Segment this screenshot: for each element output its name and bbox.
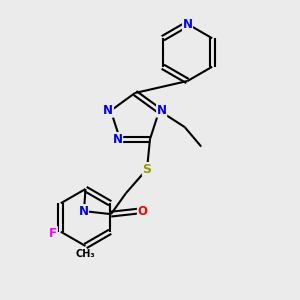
Text: N: N xyxy=(182,17,193,31)
Text: N: N xyxy=(157,104,167,117)
Text: N: N xyxy=(112,133,123,146)
Text: N: N xyxy=(78,205,88,218)
Text: F: F xyxy=(49,227,57,240)
Text: CH₃: CH₃ xyxy=(76,249,95,260)
Text: H: H xyxy=(76,205,85,214)
Text: N: N xyxy=(103,104,113,117)
Text: O: O xyxy=(137,205,148,218)
Text: S: S xyxy=(142,163,152,176)
